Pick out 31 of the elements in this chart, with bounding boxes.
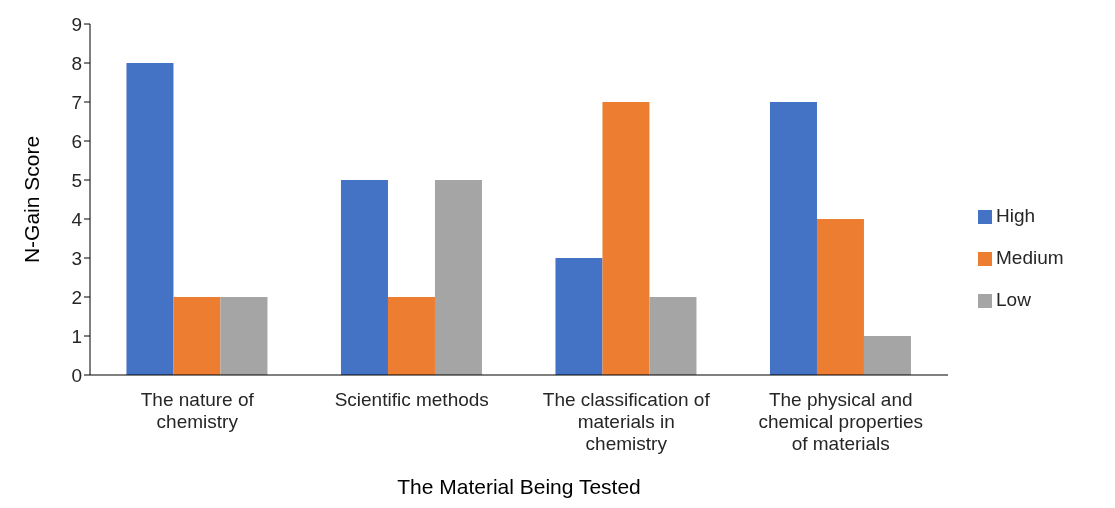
y-tick-label: 3 (71, 247, 82, 269)
y-tick-label: 0 (71, 364, 82, 386)
legend-label: High (996, 205, 1036, 226)
x-tick-label: Scientific methods (334, 389, 489, 411)
bar (602, 102, 650, 375)
legend-label: Medium (996, 247, 1064, 268)
y-tick-label: 9 (71, 13, 82, 35)
x-tick-label: The physical and chemical properties of materials (758, 389, 924, 454)
y-tick-label: 4 (71, 208, 83, 230)
bar (555, 258, 603, 375)
y-tick-label: 1 (71, 325, 82, 347)
bar (220, 297, 268, 375)
y-tick-label: 6 (71, 130, 82, 152)
y-axis-title: N-Gain Score (20, 135, 44, 264)
y-tick-label: 2 (71, 286, 82, 308)
bar (769, 102, 817, 375)
bar (816, 219, 864, 375)
bar (340, 180, 388, 375)
y-tick-label: 7 (71, 91, 82, 113)
bar (434, 180, 482, 375)
x-tick-label: The nature of chemistry (140, 389, 255, 432)
x-axis-title: The Material Being Tested (397, 475, 641, 498)
x-tick-label: The classification of materials in chemistry (542, 389, 711, 454)
bar (126, 63, 174, 375)
bar (173, 297, 221, 375)
bar (863, 336, 911, 375)
legend-label: Low (996, 289, 1031, 310)
bar (649, 297, 697, 375)
bar (387, 297, 435, 375)
y-tick-label: 5 (71, 169, 82, 191)
y-tick-label: 8 (71, 52, 82, 74)
